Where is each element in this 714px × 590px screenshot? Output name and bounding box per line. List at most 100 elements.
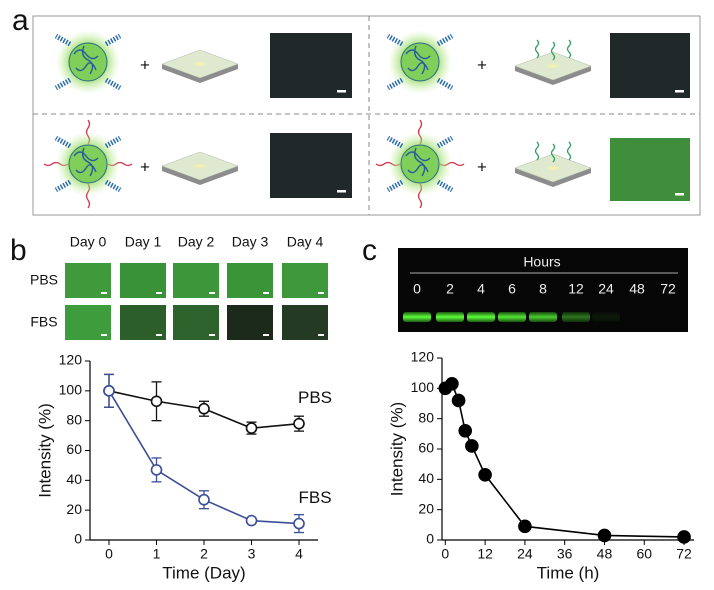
row-label: PBS	[30, 272, 58, 288]
point	[465, 439, 479, 453]
lane-label: 0	[413, 281, 421, 297]
gel-band	[436, 312, 464, 322]
panel-label: a	[12, 4, 29, 37]
column-label: Day 4	[287, 234, 324, 250]
x-tick-label: 0	[441, 546, 449, 562]
y-tick-label: 0	[74, 531, 82, 547]
panel-label: b	[10, 234, 27, 267]
y-tick-label: 100	[411, 379, 435, 395]
x-tick-label: 0	[105, 546, 113, 562]
panel-label: c	[362, 234, 377, 267]
gel-band	[529, 312, 557, 322]
point	[293, 517, 305, 530]
scale-bar	[209, 334, 215, 336]
plus-sign: +	[140, 157, 150, 176]
column-label: Day 3	[232, 234, 269, 250]
x-tick-label: 60	[636, 546, 652, 562]
y-tick-label: 80	[66, 411, 82, 427]
nanoparticle	[388, 30, 452, 94]
scale-bar	[156, 292, 162, 294]
point	[103, 385, 115, 397]
lane-label: 48	[629, 281, 645, 297]
y-tick-label: 60	[66, 441, 82, 457]
y-tick-label: 20	[66, 501, 82, 517]
gel-band	[498, 312, 526, 322]
x-tick-label: 24	[517, 546, 533, 562]
scale-bar	[337, 90, 346, 93]
x-tick-label: 2	[200, 546, 208, 562]
nanoparticle	[56, 132, 120, 196]
x-tick-label: 12	[477, 546, 493, 562]
micrograph	[270, 33, 352, 98]
scale-bar	[675, 193, 684, 196]
scale-bar	[101, 334, 107, 336]
lane-label: 4	[477, 281, 485, 297]
scale-bar	[337, 190, 346, 193]
point	[478, 467, 492, 482]
x-tick-label: 72	[676, 546, 692, 562]
scale-bar	[263, 292, 269, 294]
micrograph	[610, 33, 690, 98]
point	[198, 402, 210, 415]
series-label: PBS	[298, 388, 332, 407]
micrograph	[610, 138, 690, 201]
row-label: FBS	[30, 314, 57, 330]
y-tick-label: 60	[418, 440, 434, 456]
x-axis-title: Time (h)	[537, 563, 600, 582]
column-label: Day 2	[178, 234, 215, 250]
scale-bar	[209, 292, 215, 294]
series-line	[444, 382, 685, 538]
point	[150, 464, 163, 476]
plus-sign: +	[140, 55, 150, 74]
y-tick-label: 100	[59, 382, 83, 398]
point	[677, 530, 691, 544]
y-tick-label: 80	[418, 409, 434, 425]
plus-sign: +	[477, 55, 487, 74]
y-tick-label: 120	[411, 349, 435, 365]
series-label: FBS	[298, 488, 331, 507]
y-tick-label: 40	[418, 470, 434, 486]
scale-bar	[318, 334, 324, 336]
x-tick-label: 3	[248, 546, 256, 562]
y-tick-label: 20	[418, 500, 434, 516]
gel-band	[592, 312, 620, 322]
scale-bar	[675, 90, 684, 93]
lane-label: 24	[598, 281, 614, 297]
point	[451, 393, 466, 408]
point	[198, 493, 210, 506]
y-axis-title: Intensity (%)	[387, 402, 406, 496]
x-tick-label: 36	[557, 546, 573, 562]
gel-title: Hours	[523, 254, 560, 270]
scale-bar	[101, 292, 107, 294]
y-tick-label: 0	[426, 531, 434, 547]
point	[518, 519, 532, 534]
y-tick-label: 120	[59, 352, 83, 368]
x-tick-label: 1	[153, 546, 161, 562]
column-label: Day 1	[125, 234, 162, 250]
gel-band	[403, 312, 431, 322]
gel-band	[467, 312, 495, 322]
nanoparticle	[56, 30, 120, 94]
lane-label: 2	[446, 281, 454, 297]
point	[445, 376, 459, 391]
point	[245, 514, 258, 527]
point	[458, 423, 473, 438]
x-tick-label: 48	[597, 546, 613, 562]
lane-label: 12	[568, 281, 584, 297]
scale-bar	[318, 292, 324, 294]
gel-band	[562, 312, 590, 322]
y-axis-title: Intensity (%)	[35, 403, 54, 497]
scale-bar	[263, 334, 269, 336]
point	[293, 417, 305, 430]
y-tick-label: 40	[66, 471, 82, 487]
column-label: Day 0	[70, 234, 107, 250]
micrograph	[270, 133, 352, 198]
point	[245, 422, 258, 434]
lane-label: 6	[508, 281, 516, 297]
panel-a-frame	[32, 15, 701, 216]
lane-label: 8	[539, 281, 547, 297]
point	[150, 395, 163, 408]
plus-sign: +	[477, 157, 487, 176]
nanoparticle	[388, 132, 452, 196]
